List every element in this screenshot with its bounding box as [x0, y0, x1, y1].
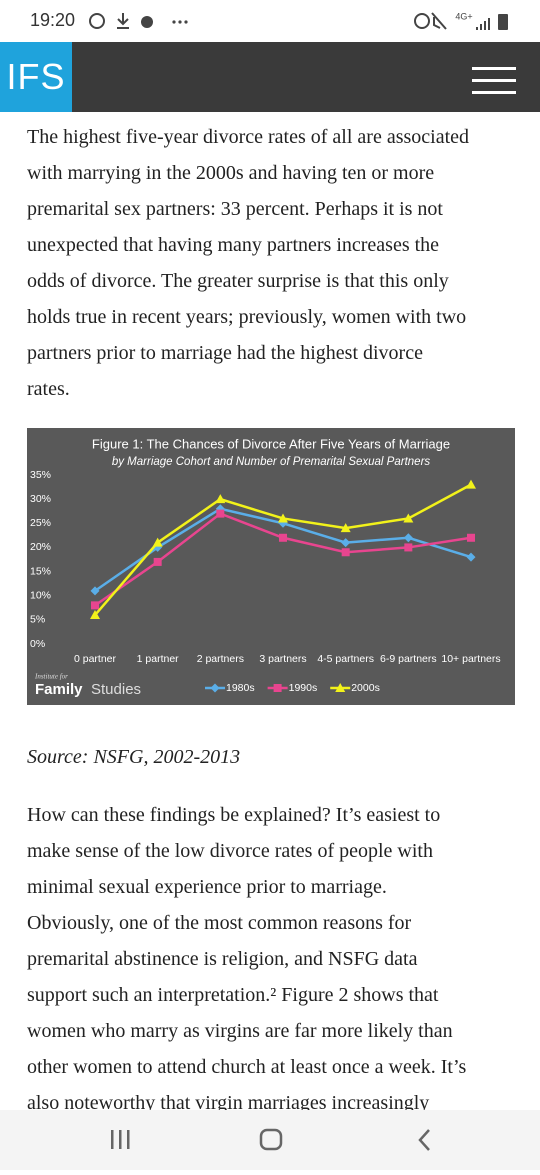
x-tick-label: 4-5 partners: [317, 653, 374, 665]
point: [404, 543, 413, 552]
x-tick-label: 1 partner: [137, 653, 180, 665]
text-line: make sense of the low divorce rates of p…: [27, 840, 433, 862]
x-tick-label: 10+ partners: [441, 653, 500, 665]
y-tick-label: 25%: [30, 517, 51, 529]
home-button[interactable]: [259, 1128, 283, 1151]
back-button[interactable]: [418, 1129, 430, 1151]
legend-marker: [210, 683, 220, 693]
recent-apps-button[interactable]: [111, 1130, 130, 1149]
legend-marker: [273, 684, 282, 692]
x-tick-label: 3 partners: [259, 653, 306, 665]
text-line: odds of divorce. The greater surprise is…: [27, 270, 449, 292]
point: [216, 509, 225, 518]
legend-label: 1980s: [226, 682, 255, 694]
legend-label: 2000s: [351, 682, 380, 694]
point: [403, 513, 414, 523]
y-tick-label: 15%: [30, 565, 51, 577]
text-line: premarital abstinence is religion, and N…: [27, 948, 418, 970]
navigation-bar: [0, 1110, 540, 1170]
point: [215, 494, 226, 504]
text-line: partners prior to marriage had the highe…: [27, 342, 423, 364]
y-tick-label: 20%: [30, 541, 51, 553]
point: [341, 538, 351, 548]
menu-button[interactable]: [472, 66, 518, 96]
text-line: holds true in recent years; previously, …: [27, 306, 467, 328]
y-tick-label: 35%: [30, 469, 51, 481]
point: [466, 552, 476, 562]
point: [90, 586, 100, 596]
chart-title: Figure 1: The Chances of Divorce After F…: [92, 436, 450, 451]
point: [341, 548, 350, 557]
text-line: How can these findings be explained? It’…: [27, 804, 441, 826]
y-tick-label: 10%: [30, 589, 51, 601]
point: [90, 610, 100, 620]
point: [467, 533, 475, 542]
chart-subtitle: by Marriage Cohort and Number of Premari…: [112, 456, 431, 468]
text-line: other women to attend church at least on…: [27, 1056, 467, 1078]
text-line: also noteworthy that virgin marriages in…: [27, 1092, 430, 1110]
system-icons: 4G+: [414, 11, 508, 30]
logo-bold: Family: [35, 681, 83, 698]
time: 19:20: [30, 10, 76, 30]
y-tick-label: 30%: [30, 493, 51, 505]
text-line: unexpected that having many partners inc…: [27, 234, 440, 256]
y-tick-label: 0%: [30, 638, 45, 650]
point: [278, 518, 288, 528]
nav-buttons: [111, 1128, 430, 1151]
point: [152, 537, 163, 547]
point: [403, 533, 413, 543]
point: [91, 601, 99, 610]
text-line: Obviously, one of the most common reason…: [27, 912, 412, 934]
logo-light: Studies: [91, 681, 141, 698]
text-line: women who marry as virgins are far more …: [27, 1020, 453, 1042]
point: [153, 557, 162, 566]
status-bar: 19:20 4G+: [0, 0, 540, 42]
legend-marker: [335, 683, 346, 692]
text-line: minimal sexual experience prior to marri…: [27, 876, 387, 898]
site-header: IFS: [0, 42, 540, 112]
x-tick-label: 2 partners: [197, 653, 244, 665]
text-line: rates.: [27, 378, 70, 400]
text-line: support such an interpretation.² Figure …: [27, 984, 439, 1006]
text-line: with marrying in the 2000s and having te…: [27, 162, 435, 184]
paragraph: How can these findings be explained? It’…: [27, 797, 527, 1110]
legend-label: 1990s: [289, 682, 318, 694]
point: [340, 523, 351, 533]
status-icons: [89, 13, 188, 29]
paragraph: The highest five-year divorce rates of a…: [27, 119, 527, 407]
site-logo[interactable]: IFS: [0, 42, 72, 112]
source: Source: NSFG, 2002-2013: [27, 746, 241, 768]
text-line: premarital sex partners: 33 percent. Per…: [27, 198, 443, 220]
point: [466, 479, 476, 489]
text-line: The highest five-year divorce rates of a…: [27, 126, 470, 148]
network-type: 4G+: [455, 11, 472, 21]
y-tick-label: 5%: [30, 614, 45, 626]
paragraph-clip: How can these findings be explained? It’…: [0, 797, 540, 1110]
x-tick-label: 0 partner: [74, 653, 117, 665]
point: [278, 513, 288, 523]
point: [279, 533, 287, 542]
chart: Figure 1: The Chances of Divorce After F…: [27, 428, 515, 705]
chart-background: [27, 428, 515, 705]
x-tick-label: 6-9 partners: [380, 653, 437, 665]
logo-small: Institute for: [34, 673, 68, 681]
